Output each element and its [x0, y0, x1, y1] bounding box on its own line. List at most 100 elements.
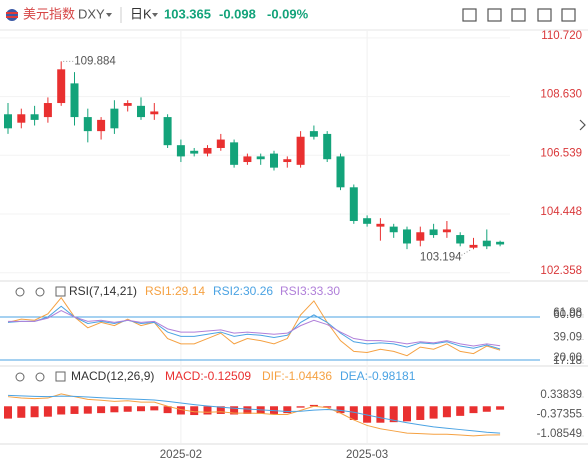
y-tick-label: 102.358	[540, 265, 582, 277]
macd-bar	[389, 406, 398, 423]
dropdown-arrow[interactable]	[152, 13, 158, 17]
dropdown-arrow[interactable]	[106, 13, 112, 17]
y-tick-label: 104.448	[540, 206, 582, 218]
instrument-symbol[interactable]: DXY	[78, 6, 105, 21]
candle-body	[30, 114, 39, 120]
candle-body	[336, 156, 345, 188]
candle-body	[376, 223, 385, 227]
flag-stripe	[6, 16, 18, 18]
y-tick-label: 61.98	[553, 307, 582, 319]
period[interactable]: 日K	[130, 6, 152, 21]
y-tick-label: 60.00	[553, 309, 582, 321]
macd-bar	[163, 406, 172, 414]
last-price: 103.365	[164, 6, 211, 21]
macd-bar	[482, 406, 491, 412]
macd-bar	[70, 406, 79, 414]
panel-title: MACD(12,26,9)	[71, 369, 154, 383]
legend-entry: DIF:-1.04436	[262, 369, 332, 383]
legend-entry: DEA:-0.98181	[340, 369, 416, 383]
y-tick-label: 20.00	[553, 352, 582, 364]
price-change: -0.098	[219, 6, 256, 21]
legend-entry: RSI1:29.14	[145, 284, 205, 298]
legend-entry: MACD:-0.12509	[165, 369, 251, 383]
candle-body	[389, 226, 398, 233]
candle-body	[469, 244, 478, 248]
candle-body	[70, 83, 79, 118]
macd-bar	[429, 406, 438, 419]
candle-body	[363, 218, 372, 224]
candle-body	[83, 117, 92, 132]
macd-bar	[176, 406, 185, 415]
candle-body	[110, 108, 119, 129]
candle-body	[283, 159, 292, 163]
y-tick-label: 108.630	[540, 89, 582, 101]
candle-body	[97, 119, 106, 132]
candle-body	[416, 232, 425, 241]
tool-icon[interactable]	[462, 8, 477, 22]
macd-bar	[416, 406, 425, 420]
macd-bar	[270, 406, 278, 414]
tool-icon[interactable]	[537, 8, 552, 22]
candle-body	[496, 241, 505, 245]
candle-body	[270, 153, 278, 168]
expand-arrow[interactable]	[579, 119, 586, 131]
macd-bar	[442, 406, 451, 418]
low-annotation: 103.194	[420, 251, 462, 263]
tool-icon[interactable]	[511, 8, 526, 22]
candle-body	[163, 117, 172, 146]
y-tick-label: -0.37355	[537, 409, 582, 421]
panel-title: RSI(7,14,21)	[69, 284, 137, 298]
macd-bar	[30, 406, 39, 418]
macd-bar	[323, 406, 332, 408]
macd-bar	[190, 406, 199, 416]
eye-icon[interactable]	[15, 372, 25, 382]
tool-icon[interactable]	[561, 8, 576, 22]
candle-body	[43, 103, 52, 118]
add-icon[interactable]	[55, 371, 66, 382]
candle-body	[137, 105, 145, 118]
candle-body	[4, 114, 12, 129]
candle-body	[403, 229, 411, 244]
macd-bar	[496, 406, 505, 410]
candle-body	[216, 139, 225, 148]
candle-body	[429, 229, 438, 236]
macd-line	[7, 393, 501, 437]
macd-bar	[137, 406, 145, 412]
y-tick-label: 0.33839	[540, 389, 582, 401]
macd-line	[7, 394, 501, 434]
macd-bar	[123, 406, 132, 412]
candle-body	[482, 240, 491, 247]
macd-bar	[230, 406, 239, 415]
macd-bar	[97, 406, 106, 414]
candle-body	[243, 156, 252, 163]
flag-icon	[6, 9, 18, 21]
settings-icon[interactable]	[35, 287, 45, 297]
macd-bar	[17, 406, 26, 418]
y-tick-label: 17.18	[553, 355, 582, 367]
instrument-name[interactable]: 美元指数	[23, 6, 75, 21]
annotation-leader	[461, 248, 472, 256]
candle-body	[442, 229, 451, 233]
macd-bar	[43, 406, 52, 417]
macd-bar	[83, 406, 92, 414]
macd-bar	[349, 406, 358, 420]
candle-body	[230, 142, 239, 165]
macd-bar	[150, 406, 159, 411]
tool-icon[interactable]	[487, 8, 502, 22]
settings-icon[interactable]	[35, 372, 45, 382]
macd-bar	[376, 406, 385, 423]
macd-bar	[110, 406, 119, 413]
eye-icon[interactable]	[15, 287, 25, 297]
flag-stripe	[6, 12, 18, 14]
price-change-pct: -0.09%	[267, 6, 309, 21]
add-icon[interactable]	[55, 286, 66, 297]
y-tick-label: 110.720	[541, 30, 582, 42]
candle-body	[309, 131, 318, 137]
rsi-line	[8, 310, 501, 347]
macd-bar	[243, 406, 252, 414]
macd-bar	[296, 406, 305, 408]
macd-bar	[216, 406, 225, 414]
x-tick-label: 2025-02	[160, 449, 202, 461]
